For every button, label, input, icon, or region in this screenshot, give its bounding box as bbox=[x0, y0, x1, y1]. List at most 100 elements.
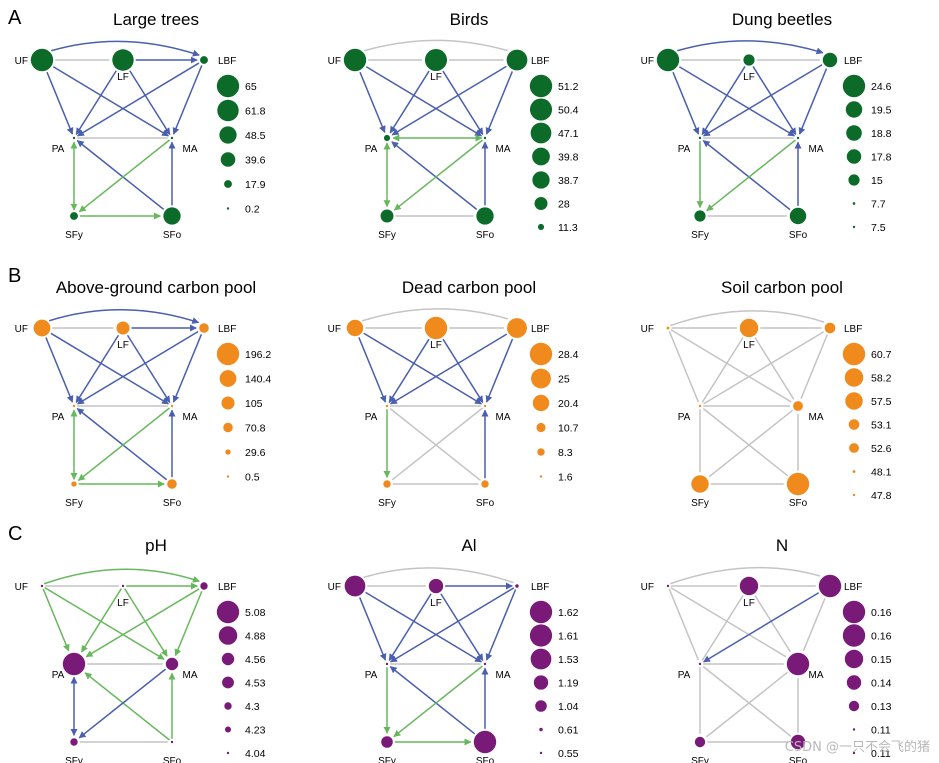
node-label-uf: UF bbox=[641, 56, 654, 67]
node-pa bbox=[72, 404, 76, 408]
legend-circle bbox=[218, 626, 238, 645]
edge-uf-ma bbox=[365, 591, 482, 663]
size-legend: 65 61.8 48.5 39.6 17.9 0.2 bbox=[216, 74, 266, 216]
node-lf bbox=[424, 48, 448, 72]
node-label-sfo: SFo bbox=[789, 498, 808, 509]
node-label-ma: MA bbox=[183, 412, 198, 423]
node-uf bbox=[343, 48, 367, 72]
edge-lf-ma bbox=[442, 70, 484, 136]
edge-lf-pa bbox=[75, 70, 117, 136]
edges bbox=[359, 39, 514, 217]
node-ma bbox=[786, 652, 810, 676]
edge-lf-ma bbox=[440, 593, 484, 662]
legend-value: 0.15 bbox=[871, 654, 892, 666]
node-uf bbox=[344, 575, 366, 597]
panel-soil-carbon-pool: Soil carbon pool UF LF LBF PA MA SFy SFo 60.7 58.… bbox=[641, 278, 892, 509]
edge-uf-pa bbox=[668, 588, 700, 661]
legend-value: 0.2 bbox=[245, 204, 260, 216]
edge-lf-pa bbox=[388, 593, 432, 662]
node-label-uf: UF bbox=[15, 582, 28, 593]
legend-circle bbox=[535, 700, 547, 712]
legend-circle bbox=[226, 751, 230, 755]
node-label-lf: LF bbox=[117, 598, 129, 609]
legend-circle bbox=[224, 702, 232, 710]
legend-value: 19.5 bbox=[871, 105, 892, 117]
node-label-pa: PA bbox=[365, 144, 378, 155]
legend-value: 39.8 bbox=[558, 152, 579, 164]
edge-uf-lbf bbox=[51, 40, 200, 57]
edge-uf-ma bbox=[670, 329, 792, 403]
node-label-lbf: LBF bbox=[844, 582, 862, 593]
legend-circle bbox=[537, 448, 545, 456]
edge-lf-ma bbox=[752, 66, 797, 136]
section-label-A: A bbox=[8, 7, 22, 29]
edge-lf-pa bbox=[701, 595, 744, 661]
panel-dung-beetles: Dung beetles UF LF LBF PA MA SFy SFo 24.6 19.5 18.… bbox=[641, 10, 892, 241]
nodes: UF LF LBF PA MA SFy SFo bbox=[15, 582, 237, 763]
legend-circle bbox=[852, 728, 856, 731]
section-label-B: B bbox=[8, 265, 21, 287]
node-lf bbox=[739, 576, 759, 596]
node-label-lbf: LBF bbox=[531, 582, 549, 593]
node-label-sfy: SFy bbox=[378, 498, 396, 509]
nodes: UF LF LBF PA MA SFy SFo bbox=[328, 316, 549, 509]
node-label-lf: LF bbox=[430, 340, 442, 351]
legend-circle bbox=[216, 74, 240, 98]
legend-circle bbox=[221, 396, 235, 410]
node-label-lbf: LBF bbox=[218, 324, 236, 335]
legend-value: 47.8 bbox=[871, 490, 892, 502]
legend-circle bbox=[849, 443, 859, 453]
panel-title: pH bbox=[145, 536, 167, 555]
node-lf bbox=[116, 321, 130, 335]
node-lbf bbox=[824, 322, 836, 334]
legend-circle bbox=[842, 342, 866, 366]
legend-value: 52.6 bbox=[871, 443, 892, 455]
legend-circle bbox=[530, 122, 552, 144]
node-label-ma: MA bbox=[496, 412, 511, 423]
edge-ma-sfy bbox=[393, 665, 483, 738]
node-label-uf: UF bbox=[641, 324, 654, 335]
edge-ma-sfy bbox=[78, 139, 170, 213]
nodes: UF LF LBF PA MA SFy SFo bbox=[15, 319, 236, 509]
node-lf bbox=[121, 584, 125, 588]
node-lf bbox=[112, 49, 134, 71]
edge-uf-pa bbox=[672, 71, 700, 135]
legend-value: 70.8 bbox=[245, 423, 266, 435]
node-sfy bbox=[70, 738, 78, 746]
legend-value: 38.7 bbox=[558, 175, 579, 187]
nodes: UF LF LBF PA MA SFy SFo bbox=[328, 575, 549, 763]
edge-sfo-pa bbox=[389, 666, 476, 735]
edges bbox=[358, 308, 514, 485]
edge-uf-lbf bbox=[49, 309, 200, 324]
section-label-C: C bbox=[8, 523, 22, 545]
node-label-uf: UF bbox=[15, 324, 28, 335]
node-label-lf: LF bbox=[743, 72, 755, 83]
node-label-ma: MA bbox=[183, 144, 198, 155]
legend-circle bbox=[845, 392, 863, 410]
node-label-sfo: SFo bbox=[789, 756, 808, 763]
nodes: UF LF LBF PA MA SFy SFo bbox=[641, 48, 862, 241]
edge-ma-sfy bbox=[706, 139, 796, 212]
node-label-sfo: SFo bbox=[476, 230, 495, 241]
legend-circle bbox=[534, 197, 548, 210]
node-label-ma: MA bbox=[809, 670, 824, 681]
legend-circle bbox=[529, 98, 553, 121]
legend-value: 48.1 bbox=[871, 467, 892, 479]
legend-value: 4.53 bbox=[245, 678, 266, 690]
node-ma bbox=[793, 401, 803, 411]
edge-lbf-ma bbox=[485, 71, 514, 135]
edges bbox=[45, 309, 203, 488]
legend-value: 1.62 bbox=[558, 607, 579, 619]
node-uf bbox=[666, 326, 670, 330]
legend-circle bbox=[224, 180, 232, 188]
node-label-uf: UF bbox=[641, 582, 654, 593]
edge-sfo-pa bbox=[84, 672, 170, 741]
node-lbf bbox=[822, 52, 838, 68]
legend-value: 4.88 bbox=[245, 631, 266, 643]
node-lbf bbox=[199, 323, 209, 333]
node-pa bbox=[698, 136, 702, 140]
node-label-lbf: LBF bbox=[844, 324, 862, 335]
legend-circle bbox=[842, 624, 866, 647]
legend-circle bbox=[532, 171, 550, 189]
